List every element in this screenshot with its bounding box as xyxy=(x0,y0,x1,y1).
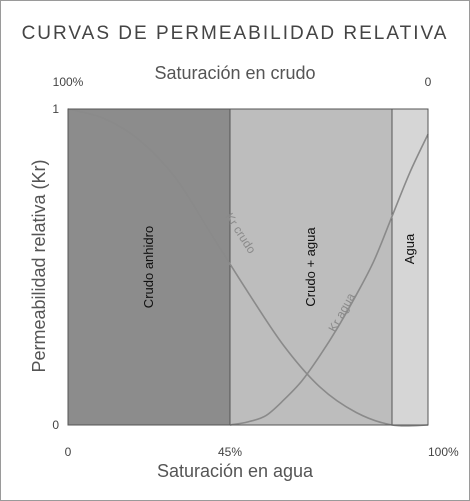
chart-title: CURVAS DE PERMEABILIDAD RELATIVA xyxy=(22,23,449,44)
curve-kr-crudo xyxy=(67,108,429,427)
curve-kr-agua xyxy=(229,133,429,426)
bottom-axis-title: Saturación en agua xyxy=(157,461,314,481)
region-label-crudo-agua: Crudo + agua xyxy=(303,227,318,307)
x2-tick-label: 100% xyxy=(53,75,84,89)
plot-border xyxy=(67,108,429,426)
x-tick-label: 0 xyxy=(65,445,72,459)
region-label-agua: Agua xyxy=(402,233,417,264)
y-tick-label: 0 xyxy=(52,418,59,432)
region-crudo-agua xyxy=(229,108,393,426)
x2-tick-label: 0 xyxy=(425,75,432,89)
region-agua xyxy=(391,108,429,426)
x-tick-label: 45% xyxy=(218,445,242,459)
y-axis-title: Permeabilidad relativa (Kr) xyxy=(29,159,49,372)
region-label-crudo-anhidro: Crudo anhidro xyxy=(141,226,156,308)
y-tick-label: 1 xyxy=(52,102,59,116)
regions-group: Crudo anhidro Crudo + agua Agua xyxy=(67,108,429,426)
top-axis-title: Saturación en crudo xyxy=(154,63,315,83)
region-crudo-anhidro xyxy=(67,108,231,426)
ticks-group: 0 45% 100%100% 001 xyxy=(52,75,459,459)
x-tick-label: 100% xyxy=(428,445,459,459)
